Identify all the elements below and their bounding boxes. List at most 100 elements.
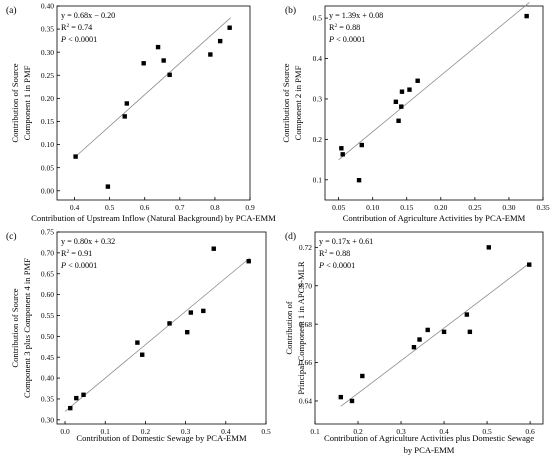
x-tick-label: 0.1 xyxy=(101,427,111,436)
y-tick-label: 0.70 xyxy=(41,248,54,257)
x-axis-label-line2: by PCA-EMM xyxy=(404,445,455,455)
data-point xyxy=(68,405,73,411)
panel-label: (b) xyxy=(285,5,296,16)
x-tick-label: 0.4 xyxy=(221,427,231,436)
y-axis-label-line2: Component 2 in PMF xyxy=(293,65,303,140)
regression-line xyxy=(64,257,251,412)
regression-equation: y = 0.80x + 0.32 xyxy=(61,237,115,246)
data-point xyxy=(217,38,223,44)
p-value: P < 0.0001 xyxy=(60,261,97,270)
y-axis-label: Contribution of Source xyxy=(281,63,291,142)
y-axis-label-line2: Component 3 plus Component 4 in PMF xyxy=(22,258,32,398)
y-tick-label: 0.35 xyxy=(41,25,54,34)
y-tick-label: 0.66 xyxy=(299,358,312,367)
x-tick-label: 0.5 xyxy=(482,427,492,436)
data-point xyxy=(415,78,420,83)
data-point xyxy=(359,142,364,148)
data-point xyxy=(140,352,145,357)
y-tick-label: 0.40 xyxy=(41,374,54,383)
regression-equation: y = 0.68x − 0.20 xyxy=(61,11,115,20)
y-axis-label-line2: Component 1 in PMF xyxy=(22,65,32,140)
data-point xyxy=(360,373,365,379)
x-tick-label: 0.05 xyxy=(332,203,345,212)
x-tick-label: 0.15 xyxy=(400,203,413,212)
r-squared-value: = 0.74 xyxy=(69,23,92,32)
regression-line xyxy=(340,263,530,407)
r-squared-value: = 0.88 xyxy=(337,23,360,32)
data-point xyxy=(486,245,491,250)
x-tick-label: 0.4 xyxy=(439,427,449,436)
r-squared: R2 = 0.74 xyxy=(61,23,92,32)
r-squared-value: = 0.88 xyxy=(327,249,350,258)
data-point xyxy=(81,392,86,397)
data-point xyxy=(141,61,146,66)
panel-label: (a) xyxy=(6,5,17,16)
data-point xyxy=(246,259,251,264)
x-tick-label: 0.2 xyxy=(353,427,363,436)
x-tick-label: 0.20 xyxy=(434,203,447,212)
data-point xyxy=(167,321,172,326)
x-tick-label: 0.0 xyxy=(60,427,70,436)
data-point xyxy=(396,118,401,123)
data-point xyxy=(73,154,78,159)
x-tick-label: 0.2 xyxy=(141,427,151,436)
x-axis-label: Contribution of Agriculture Activities b… xyxy=(343,213,526,223)
regression-equation: y = 1.39x + 0.08 xyxy=(329,11,383,20)
data-point xyxy=(399,89,405,94)
y-tick-label: 0.3 xyxy=(313,95,323,104)
y-tick-label: 0.15 xyxy=(41,117,54,126)
y-axis-label-line2: Principal Component 1 in APCS-MLR xyxy=(296,261,306,394)
data-point xyxy=(135,340,140,345)
y-tick-label: 0.75 xyxy=(41,228,54,237)
x-tick-label: 0.10 xyxy=(366,203,379,212)
data-point xyxy=(227,25,232,30)
y-tick-label: 0.40 xyxy=(41,2,54,11)
r-squared: R2 = 0.91 xyxy=(61,249,92,258)
p-value-text: < 0.0001 xyxy=(324,261,355,270)
data-point xyxy=(399,104,404,109)
data-point xyxy=(467,329,473,335)
panel-label: (d) xyxy=(285,231,296,242)
r-squared: R2 = 0.88 xyxy=(329,23,360,32)
data-point xyxy=(105,184,111,189)
y-tick-label: 0.4 xyxy=(313,54,323,63)
data-point xyxy=(167,72,172,78)
p-value-text: < 0.0001 xyxy=(334,35,365,44)
panel-3: 0.0 0.1 0.2 0.3 0.4 0.5 0.30 0.35 0.40 0.45 0.50 0.… xyxy=(6,228,271,443)
y-axis-label: Contribution of Source xyxy=(10,288,20,367)
data-point xyxy=(524,13,529,19)
x-tick-label: 0.6 xyxy=(525,427,535,436)
x-tick-label: 0.35 xyxy=(536,203,549,212)
data-point xyxy=(441,329,447,335)
plot-frame xyxy=(324,5,544,201)
y-tick-label: 0.45 xyxy=(41,353,54,362)
y-tick-label: 0.30 xyxy=(41,415,54,424)
data-point xyxy=(211,246,216,251)
regression-equation: y = 0.17x + 0.61 xyxy=(319,237,373,246)
y-tick-label: 0.20 xyxy=(41,94,54,103)
y-tick-label: 0.68 xyxy=(299,320,312,329)
x-tick-label: 0.6 xyxy=(140,203,150,212)
plot-frame xyxy=(56,231,267,425)
data-point xyxy=(74,395,79,401)
p-value: P < 0.0001 xyxy=(318,261,355,270)
data-point xyxy=(464,312,470,317)
y-tick-label: 0.05 xyxy=(41,163,54,172)
plot-frame xyxy=(56,5,251,201)
data-point xyxy=(122,114,127,119)
panel-1: 0.4 0.5 0.6 0.7 0.8 0.9 0.00 0.05 0.10 0.15 0.20 0.… xyxy=(6,2,276,223)
x-axis-label: Contribution of Domestic Sewage by PCA-E… xyxy=(76,433,247,443)
regression-line xyxy=(74,17,231,158)
panel-4: 0.1 0.2 0.3 0.4 0.5 0.6 0.64 0.66 0.68 0.70 0.72(d… xyxy=(284,231,544,455)
x-tick-label: 0.25 xyxy=(468,203,481,212)
data-point xyxy=(411,345,417,350)
y-tick-label: 0.55 xyxy=(41,311,54,320)
data-point xyxy=(425,327,430,333)
y-tick-label: 0.30 xyxy=(41,48,54,57)
x-tick-label: 0.9 xyxy=(245,203,255,212)
y-axis-label: Contribution of xyxy=(284,301,294,354)
y-tick-label: 0.50 xyxy=(41,332,54,341)
r-squared: R2 = 0.88 xyxy=(319,249,350,258)
x-tick-label: 0.4 xyxy=(70,203,80,212)
data-point xyxy=(349,398,355,404)
